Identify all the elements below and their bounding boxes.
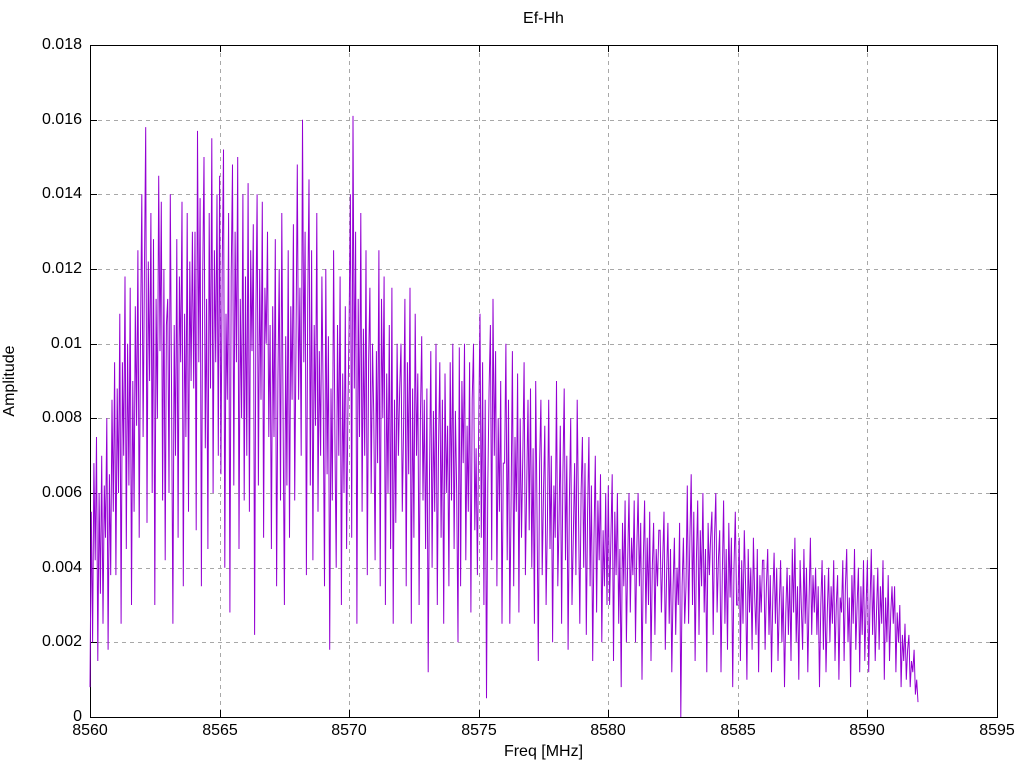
x-tick-label: 8570: [331, 722, 367, 739]
y-tick-label: 0.01: [50, 335, 82, 352]
x-tick-label: 8560: [72, 722, 108, 739]
y-tick-label: 0.008: [41, 409, 82, 426]
data-line: [89, 115, 919, 718]
y-tick-label: 0.014: [41, 185, 82, 202]
y-tick-label: 0.004: [41, 559, 82, 576]
y-tick-label: 0.018: [41, 36, 82, 53]
x-tick-label: 8590: [849, 722, 885, 739]
x-tick-label: 8595: [979, 722, 1015, 739]
x-tick-label: 8565: [202, 722, 238, 739]
x-tick-label: 8575: [461, 722, 497, 739]
y-tick-label: 0: [73, 708, 82, 725]
x-axis-label: Freq [MHz]: [503, 743, 584, 760]
chart-title: Ef-Hh: [523, 10, 564, 27]
y-tick-label: 0.012: [41, 260, 82, 277]
x-tick-label: 8580: [590, 722, 626, 739]
y-tick-label: 0.002: [41, 633, 82, 650]
y-tick-label: 0.016: [41, 111, 82, 128]
x-tick-label: 8585: [720, 722, 756, 739]
plot-border: [90, 45, 998, 718]
y-tick-label: 0.006: [41, 484, 82, 501]
y-axis-label: Amplitude: [1, 345, 18, 417]
